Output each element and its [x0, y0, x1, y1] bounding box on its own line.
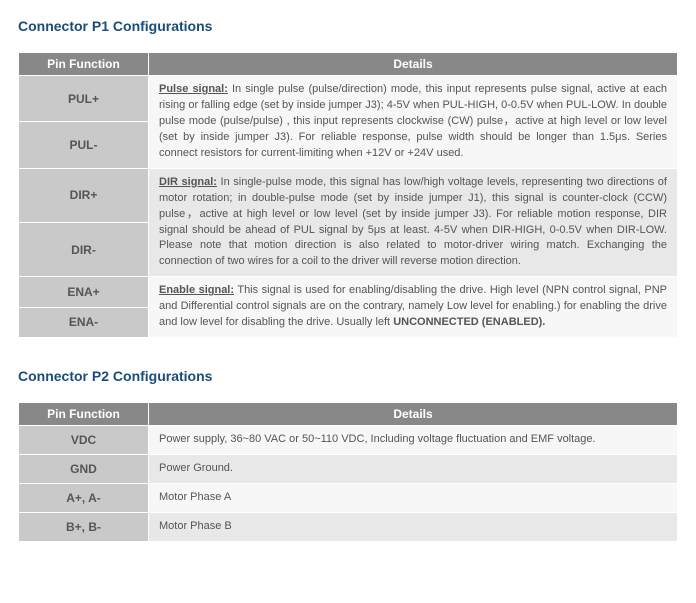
- dir-details: DIR signal: In single-pulse mode, this s…: [149, 168, 678, 277]
- pin-label: VDC: [19, 426, 149, 455]
- pulse-details: Pulse signal: In single pulse (pulse/dir…: [149, 76, 678, 169]
- pin-label: A+, A-: [19, 484, 149, 513]
- table-row: ENA+ Enable signal: This signal is used …: [19, 277, 678, 307]
- pin-label: B+, B-: [19, 512, 149, 541]
- table-row: B+, B- Motor Phase B: [19, 512, 678, 541]
- col-details: Details: [149, 53, 678, 76]
- details-cell: Motor Phase A: [149, 484, 678, 513]
- p2-heading: Connector P2 Configurations: [18, 368, 678, 384]
- p2-table: Pin Function Details VDC Power supply, 3…: [18, 402, 678, 542]
- table-row: VDC Power supply, 36~80 VAC or 50~110 VD…: [19, 426, 678, 455]
- p1-table: Pin Function Details PUL+ Pulse signal: …: [18, 52, 678, 338]
- p1-section: Connector P1 Configurations Pin Function…: [18, 18, 678, 338]
- dir-signal-label: DIR signal:: [159, 176, 217, 188]
- enable-signal-label: Enable signal:: [159, 284, 234, 296]
- pin-label: ENA-: [19, 307, 149, 337]
- ena-details: Enable signal: This signal is used for e…: [149, 277, 678, 338]
- table-header-row: Pin Function Details: [19, 403, 678, 426]
- pin-label: DIR-: [19, 223, 149, 277]
- dir-signal-text: In single-pulse mode, this signal has lo…: [159, 176, 667, 268]
- table-row: PUL+ Pulse signal: In single pulse (puls…: [19, 76, 678, 122]
- details-cell: Power supply, 36~80 VAC or 50~110 VDC, I…: [149, 426, 678, 455]
- pin-label: PUL+: [19, 76, 149, 122]
- p2-section: Connector P2 Configurations Pin Function…: [18, 368, 678, 542]
- table-row: DIR+ DIR signal: In single-pulse mode, t…: [19, 168, 678, 222]
- pin-label: ENA+: [19, 277, 149, 307]
- details-cell: Motor Phase B: [149, 512, 678, 541]
- col-details: Details: [149, 403, 678, 426]
- pin-label: DIR+: [19, 168, 149, 222]
- table-row: GND Power Ground.: [19, 455, 678, 484]
- col-pin-function: Pin Function: [19, 53, 149, 76]
- table-row: A+, A- Motor Phase A: [19, 484, 678, 513]
- pin-label: GND: [19, 455, 149, 484]
- p1-heading: Connector P1 Configurations: [18, 18, 678, 34]
- pulse-signal-label: Pulse signal:: [159, 83, 228, 95]
- details-cell: Power Ground.: [149, 455, 678, 484]
- table-header-row: Pin Function Details: [19, 53, 678, 76]
- col-pin-function: Pin Function: [19, 403, 149, 426]
- pulse-signal-text: In single pulse (pulse/direction) mode, …: [159, 83, 667, 159]
- pin-label: PUL-: [19, 122, 149, 168]
- enable-unconnected: UNCONNECTED (ENABLED).: [393, 316, 545, 328]
